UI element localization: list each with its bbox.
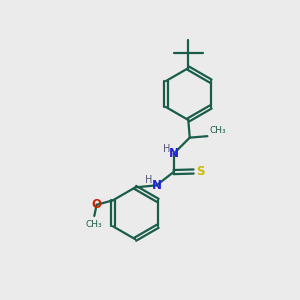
Text: H: H <box>145 175 152 185</box>
Text: S: S <box>196 165 205 178</box>
Text: N: N <box>152 179 161 192</box>
Text: H: H <box>163 143 170 154</box>
Text: N: N <box>169 147 178 160</box>
Text: CH₃: CH₃ <box>210 126 226 135</box>
Text: CH₃: CH₃ <box>85 220 102 230</box>
Text: O: O <box>92 198 102 211</box>
